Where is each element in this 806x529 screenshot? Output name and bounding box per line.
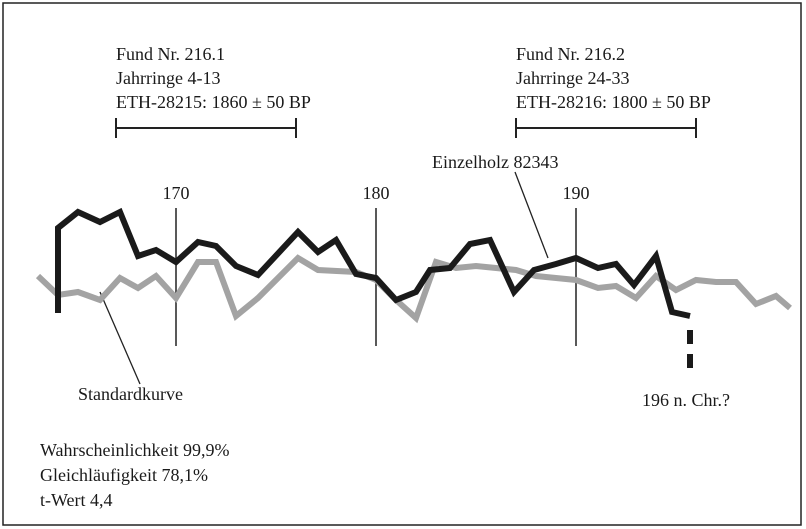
stat: Gleichläufigkeit 78,1% (40, 465, 208, 485)
stat: t-Wert 4,4 (40, 490, 113, 510)
bracket (515, 118, 697, 138)
bracket-label: Jahrringe 4-13 (116, 68, 220, 88)
x-tick-label: 190 (563, 183, 590, 203)
bracket (115, 118, 297, 138)
stat: Wahrscheinlichkeit 99,9% (40, 440, 230, 460)
leader-line (514, 171, 549, 259)
bracket-label: Jahrringe 24-33 (516, 68, 629, 88)
series-label: Standardkurve (78, 384, 183, 404)
leader-line (99, 291, 141, 385)
series-line (35, 254, 792, 324)
series-label: Einzelholz 82343 (432, 152, 558, 172)
series-line (55, 207, 691, 319)
bracket-label: Fund Nr. 216.1 (116, 44, 225, 64)
bracket-label: Fund Nr. 216.2 (516, 44, 625, 64)
bracket-label: ETH-28215: 1860 ± 50 BP (116, 92, 311, 112)
annotation: 196 n. Chr.? (642, 390, 730, 410)
bracket-label: ETH-28216: 1800 ± 50 BP (516, 92, 711, 112)
x-tick-label: 170 (163, 183, 190, 203)
x-tick-label: 180 (363, 183, 390, 203)
